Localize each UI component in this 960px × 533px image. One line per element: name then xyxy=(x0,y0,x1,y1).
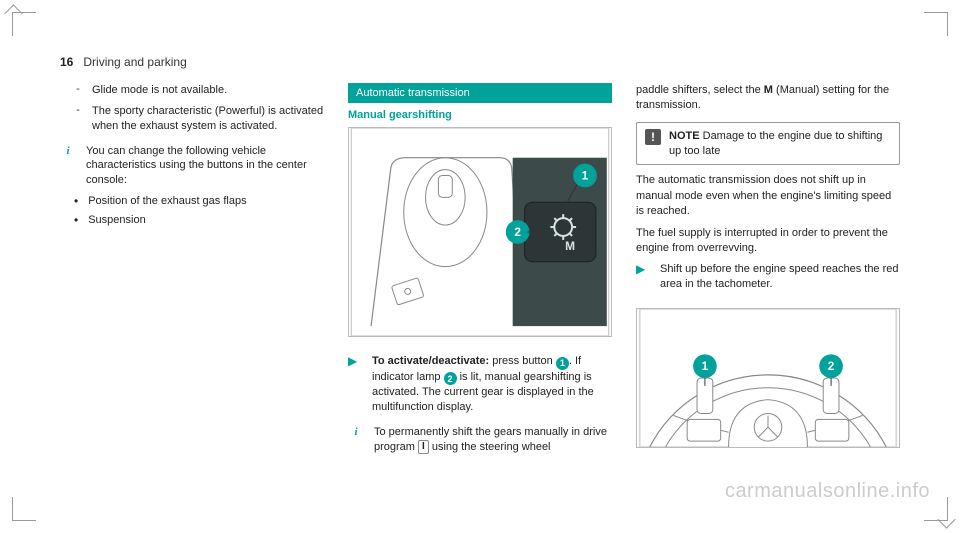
manual-m: M xyxy=(764,84,773,96)
note-box: ! NOTE Damage to the engine due to shift… xyxy=(636,122,900,166)
info-icon: i xyxy=(60,144,76,160)
note-lead: NOTE xyxy=(669,130,700,142)
page-number: 16 xyxy=(60,55,73,69)
info-text: You can change the following vehicle cha… xyxy=(86,144,324,189)
list-text: The sporty characteristic (Powerful) is … xyxy=(92,104,324,134)
list-text: Suspension xyxy=(88,213,324,228)
callout-2-badge: 2 xyxy=(444,372,457,385)
body-text: The automatic transmission does not shif… xyxy=(636,173,900,219)
action-text: To activate/deactivate: press button 1. … xyxy=(372,354,612,415)
t: using the steering wheel xyxy=(429,441,551,453)
note-text: NOTE Damage to the engine due to shiftin… xyxy=(669,129,891,159)
list-text: Glide mode is not available. xyxy=(92,83,324,98)
sub-heading: Manual gearshifting xyxy=(348,109,612,121)
t: press button xyxy=(489,355,556,367)
watermark: carmanualsonline.info xyxy=(725,480,930,503)
t: paddle shifters, select the xyxy=(636,84,764,96)
svg-text:2: 2 xyxy=(828,359,835,373)
continuation-text: paddle shifters, select the M (Manual) s… xyxy=(636,83,900,114)
bullet-icon xyxy=(74,194,78,209)
dash-icon: - xyxy=(74,104,82,134)
page-header: 16 Driving and parking xyxy=(60,55,900,69)
columns: - Glide mode is not available. - The spo… xyxy=(60,83,900,461)
list-item: Suspension xyxy=(74,213,324,228)
crop-mark-bl xyxy=(12,497,36,521)
svg-text:2: 2 xyxy=(514,225,521,239)
crop-mark-tl xyxy=(12,12,36,36)
svg-text:M: M xyxy=(565,239,575,253)
list-item: - The sporty characteristic (Powerful) i… xyxy=(74,104,324,134)
column-2: Automatic transmission Manual gearshifti… xyxy=(348,83,612,461)
steering-wheel-figure: 1 2 xyxy=(636,308,900,448)
info-note: i To permanently shift the gears manuall… xyxy=(348,425,612,455)
section-heading: Automatic transmission xyxy=(348,83,612,103)
action-arrow-icon: ▶ xyxy=(636,262,650,292)
note-badge-icon: ! xyxy=(645,129,661,145)
info-note: i You can change the following vehicle c… xyxy=(60,144,324,189)
list-item: Position of the exhaust gas flaps xyxy=(74,194,324,209)
action-arrow-icon: ▶ xyxy=(348,354,362,415)
action-step: ▶ Shift up before the engine speed reach… xyxy=(636,262,900,292)
bullet-icon xyxy=(74,213,78,228)
action-lead: To activate/deactivate: xyxy=(372,355,489,367)
page-content: 16 Driving and parking - Glide mode is n… xyxy=(60,55,900,493)
note-rest: Damage to the engine due to shifting up … xyxy=(669,130,882,157)
list-item: - Glide mode is not available. xyxy=(74,83,324,98)
column-1: - Glide mode is not available. - The spo… xyxy=(60,83,324,461)
column-3: paddle shifters, select the M (Manual) s… xyxy=(636,83,900,461)
drive-program-badge: I xyxy=(418,440,429,454)
dash-icon: - xyxy=(74,83,82,98)
body-text: The fuel supply is interrupted in order … xyxy=(636,226,900,257)
action-step: ▶ To activate/deactivate: press button 1… xyxy=(348,354,612,415)
page-title: Driving and parking xyxy=(83,55,186,69)
list-text: Position of the exhaust gas flaps xyxy=(88,194,324,209)
svg-text:1: 1 xyxy=(582,169,589,183)
info-text: To permanently shift the gears manually … xyxy=(374,425,612,455)
crop-mark-tr xyxy=(924,12,948,36)
info-icon: i xyxy=(348,425,364,441)
gearshift-figure: M 1 2 xyxy=(348,127,612,337)
action-text: Shift up before the engine speed reaches… xyxy=(660,262,900,292)
callout-1-badge: 1 xyxy=(556,357,569,370)
svg-text:1: 1 xyxy=(702,359,709,373)
